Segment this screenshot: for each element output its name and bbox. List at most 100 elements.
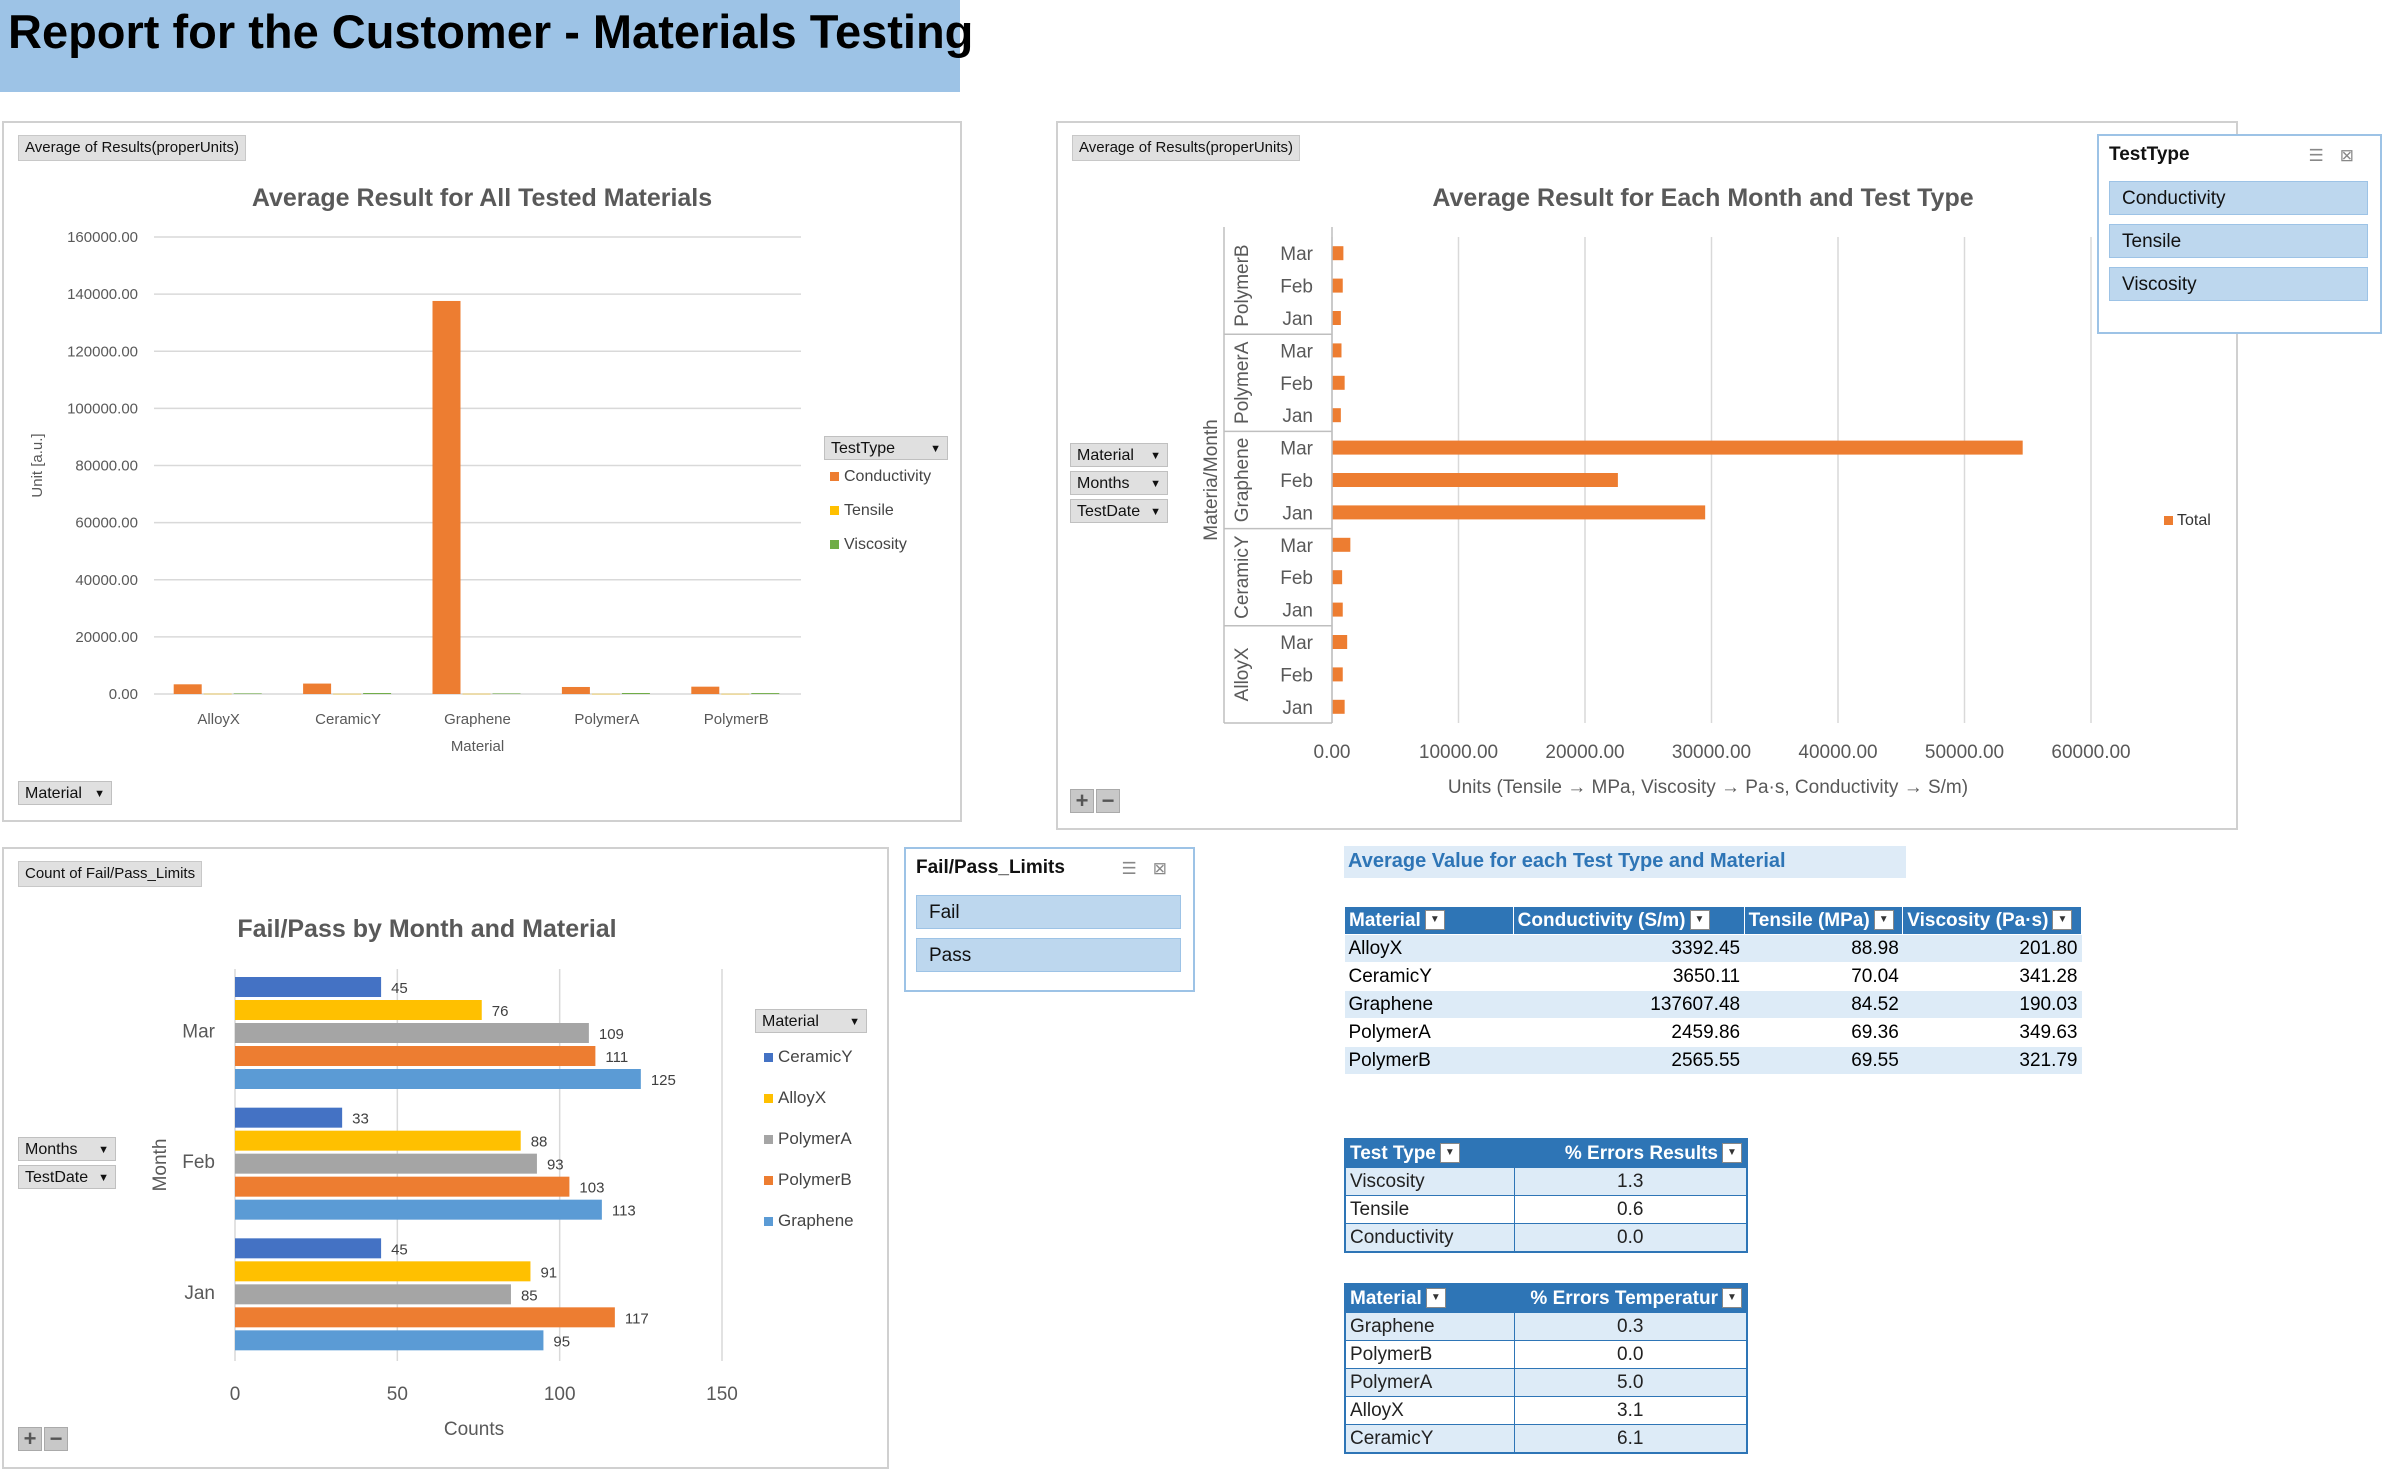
table-row[interactable]: Conductivity 0.0 [1344,1223,1748,1253]
cell-viscosity[interactable]: 321.79 [1902,1046,2082,1075]
cell-material[interactable]: Graphene [1344,1312,1515,1341]
multi-select-icon[interactable]: ☰ [1121,859,1153,878]
row-filter-label: Months [25,1141,78,1158]
cell-viscosity[interactable]: 190.03 [1902,990,2082,1019]
cell-conductivity[interactable]: 2565.55 [1513,1046,1745,1075]
table-row[interactable]: Viscosity 1.3 [1344,1167,1748,1196]
chevron-down-icon[interactable]: ▼ [1425,1288,1446,1309]
cell-error-value[interactable]: 1.3 [1513,1167,1748,1196]
cell-tensile[interactable]: 69.36 [1744,1018,1903,1047]
col-header-viscosity[interactable]: Viscosity (Pa·s) ▼ [1902,906,2082,935]
cell-material[interactable]: AlloyX [1344,934,1514,963]
table-row[interactable]: AlloyX 3.1 [1344,1396,1748,1425]
row-filter-testdate[interactable]: TestDate ▼ [1070,499,1168,523]
col-header-tensile[interactable]: Tensile (MPa) ▼ [1743,906,1904,935]
cell-test-type[interactable]: Conductivity [1344,1223,1515,1253]
expand-button[interactable]: + [1070,789,1094,813]
chart-average-result-panel[interactable]: Average of Results(properUnits) Average … [2,121,962,822]
cell-error-value[interactable]: 6.1 [1513,1424,1748,1454]
table-row[interactable]: PolymerB 2565.55 69.55 321.79 [1344,1046,2082,1075]
chevron-down-icon[interactable]: ▼ [1722,1143,1742,1164]
cell-error-value[interactable]: 0.6 [1513,1195,1748,1224]
cell-error-value[interactable]: 0.0 [1513,1223,1748,1253]
table-row[interactable]: Graphene 137607.48 84.52 190.03 [1344,990,2082,1019]
col-header-conductivity[interactable]: Conductivity (S/m) ▼ [1512,906,1745,935]
chevron-down-icon[interactable]: ▼ [2052,910,2073,931]
col-header-material[interactable]: Material ▼ [1344,906,1514,935]
slicer-failpass[interactable]: Fail/Pass_Limits ☰⊠ Fail Pass [904,847,1195,992]
slicer-item-fail[interactable]: Fail [916,895,1181,929]
chevron-down-icon[interactable]: ▼ [1424,910,1445,931]
field-button-count-failpass[interactable]: Count of Fail/Pass_Limits [18,861,203,887]
table-row[interactable]: CeramicY 3650.11 70.04 341.28 [1344,962,2082,991]
cell-viscosity[interactable]: 349.63 [1902,1018,2082,1047]
multi-select-icon[interactable]: ☰ [2308,146,2340,165]
data-label: 88 [531,1134,548,1151]
cell-error-value[interactable]: 3.1 [1513,1396,1748,1425]
cell-conductivity[interactable]: 2459.86 [1513,1018,1745,1047]
legend-filter-testtype[interactable]: TestType ▼ [824,436,948,460]
cell-tensile[interactable]: 84.52 [1744,990,1903,1019]
clear-filter-icon[interactable]: ⊠ [1152,859,1183,878]
chevron-down-icon[interactable]: ▼ [1722,1288,1742,1309]
col-header-material[interactable]: Material ▼ [1345,1284,1514,1313]
slicer-item-tensile[interactable]: Tensile [2109,224,2368,258]
row-filter-testdate-3[interactable]: TestDate ▼ [18,1165,116,1189]
cell-error-value[interactable]: 0.0 [1513,1340,1748,1369]
col-header-label: Conductivity (S/m) [1517,909,1686,931]
row-filter-months-3[interactable]: Months ▼ [18,1137,116,1161]
table-row[interactable]: PolymerA 5.0 [1344,1368,1748,1397]
chevron-down-icon[interactable]: ▼ [1689,910,1710,931]
slicer-testtype[interactable]: TestType ☰⊠ Conductivity Tensile Viscosi… [2097,134,2382,334]
chevron-down-icon[interactable]: ▼ [1439,1143,1460,1164]
row-filter-material[interactable]: Material ▼ [1070,443,1168,467]
cell-tensile[interactable]: 70.04 [1744,962,1903,991]
slicer-item-pass[interactable]: Pass [916,938,1181,972]
field-button-average-results-2[interactable]: Average of Results(properUnits) [1072,135,1300,161]
cell-material[interactable]: CeramicY [1344,962,1514,991]
table-row[interactable]: PolymerB 0.0 [1344,1340,1748,1369]
cell-material[interactable]: Graphene [1344,990,1514,1019]
cell-test-type[interactable]: Tensile [1344,1195,1515,1224]
cell-material[interactable]: PolymerB [1344,1340,1515,1369]
cell-viscosity[interactable]: 341.28 [1902,962,2082,991]
cell-conductivity[interactable]: 137607.48 [1513,990,1745,1019]
cell-error-value[interactable]: 5.0 [1513,1368,1748,1397]
col-header-test-type[interactable]: Test Type ▼ [1345,1139,1514,1168]
legend-filter-material[interactable]: Material ▼ [755,1009,867,1033]
legend-item: PolymerB [764,1170,854,1211]
table-row[interactable]: Graphene 0.3 [1344,1312,1748,1341]
field-button-average-results[interactable]: Average of Results(properUnits) [18,135,246,161]
cell-conductivity[interactable]: 3650.11 [1513,962,1745,991]
collapse-button[interactable]: − [1096,789,1120,813]
cell-viscosity[interactable]: 201.80 [1902,934,2082,963]
chart-month-testtype-panel[interactable]: Average of Results(properUnits) Average … [1056,121,2238,830]
chart-failpass-panel[interactable]: Count of Fail/Pass_Limits Fail/Pass by M… [2,847,889,1469]
table-row[interactable]: AlloyX 3392.45 88.98 201.80 [1344,934,2082,963]
col-header-errors-temperature[interactable]: % Errors Temperatur ▼ [1514,1284,1747,1313]
cell-material[interactable]: PolymerA [1344,1368,1515,1397]
cell-test-type[interactable]: Viscosity [1344,1167,1515,1196]
cell-tensile[interactable]: 88.98 [1744,934,1903,963]
clear-filter-icon[interactable]: ⊠ [2339,146,2370,165]
table-row[interactable]: Tensile 0.6 [1344,1195,1748,1224]
table-row[interactable]: PolymerA 2459.86 69.36 349.63 [1344,1018,2082,1047]
table-row[interactable]: CeramicY 6.1 [1344,1424,1748,1454]
row-filter-months[interactable]: Months ▼ [1070,471,1168,495]
collapse-button[interactable]: − [44,1427,68,1451]
cell-material[interactable]: CeramicY [1344,1424,1515,1454]
axis-filter-material[interactable]: Material ▼ [18,781,112,805]
expand-button[interactable]: + [18,1427,42,1451]
chevron-down-icon[interactable]: ▼ [1873,910,1894,931]
month-label: Feb [1280,277,1313,298]
cell-tensile[interactable]: 69.55 [1744,1046,1903,1075]
x-axis-label: Units (Tensile → MPa, Viscosity → Pa·s, … [1448,777,1968,798]
slicer-item-conductivity[interactable]: Conductivity [2109,181,2368,215]
cell-material[interactable]: AlloyX [1344,1396,1515,1425]
cell-material[interactable]: PolymerA [1344,1018,1514,1047]
slicer-item-viscosity[interactable]: Viscosity [2109,267,2368,301]
cell-material[interactable]: PolymerB [1344,1046,1514,1075]
cell-error-value[interactable]: 0.3 [1513,1312,1748,1341]
col-header-errors-results[interactable]: % Errors Results ▼ [1514,1139,1747,1168]
cell-conductivity[interactable]: 3392.45 [1513,934,1745,963]
